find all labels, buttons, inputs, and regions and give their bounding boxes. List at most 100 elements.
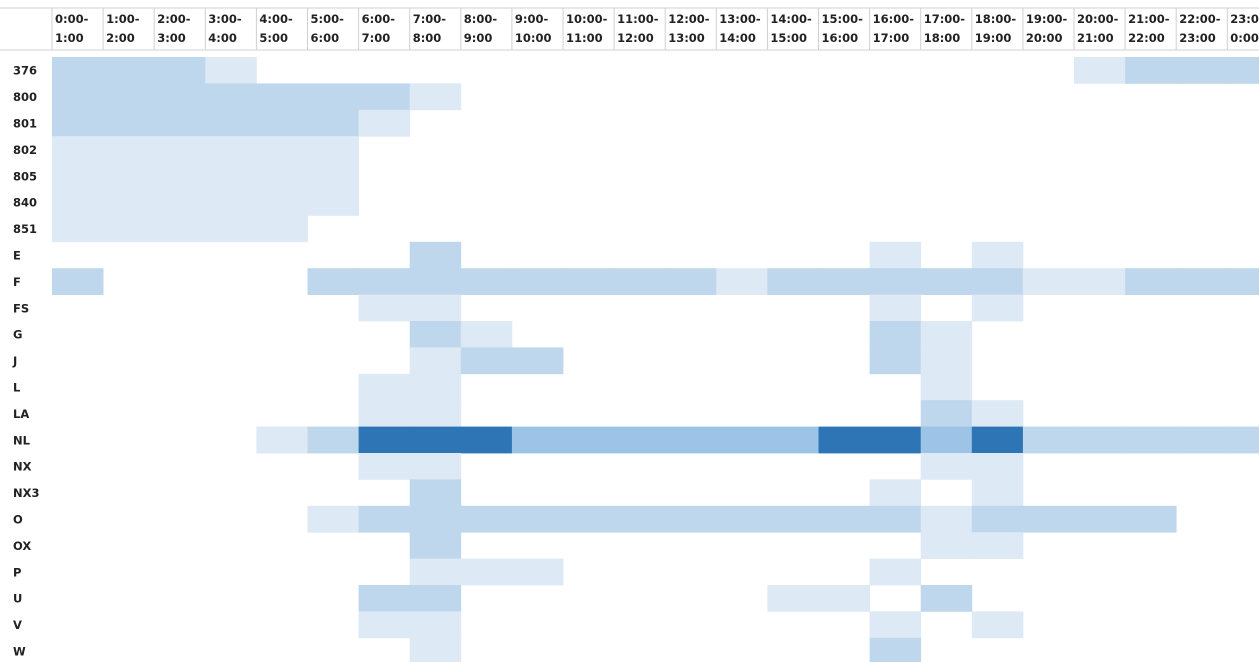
heatmap-cell (665, 505, 717, 533)
heatmap-cell (1074, 426, 1126, 454)
heatmap-cell (256, 136, 308, 163)
heatmap-cell (358, 505, 411, 533)
heatmap-cell (716, 426, 768, 454)
heatmap-cell (307, 109, 359, 137)
column-label: 7:00 (362, 31, 391, 45)
heatmap-cell (256, 109, 308, 137)
heatmap-cell (1227, 57, 1259, 84)
header-gridlines (0, 7, 1259, 51)
heatmap-cell (205, 109, 257, 137)
heatmap-cell (358, 268, 411, 295)
row-label: P (13, 565, 21, 579)
heatmap-cell (358, 585, 411, 612)
heatmap-cell (1227, 426, 1259, 454)
heatmap-cell (1176, 426, 1228, 454)
heatmap-cell (358, 109, 411, 137)
column-label: 10:00 (515, 31, 552, 45)
heatmap-cell (52, 189, 104, 216)
heatmap-cell (511, 426, 564, 454)
column-label: 12:00 (617, 31, 654, 45)
heatmap-cell (358, 611, 411, 639)
column-label: 6:00 (311, 31, 340, 45)
heatmap-cell (920, 585, 973, 612)
column-label: 11:00- (617, 12, 659, 26)
heatmap-cell (869, 611, 922, 639)
heatmap-cell (818, 426, 870, 454)
heatmap-cell (256, 83, 308, 111)
column-label: 7:00- (413, 12, 447, 26)
column-label: 20:00 (1026, 31, 1063, 45)
heatmap-cell (767, 505, 819, 533)
row-label: 840 (13, 196, 37, 210)
heatmap-cell (307, 189, 359, 216)
heatmap-cell (256, 426, 308, 454)
heatmap-cell (614, 268, 666, 295)
heatmap-cell (256, 162, 308, 190)
heatmap-cell (1227, 268, 1259, 295)
heatmap-cell (409, 558, 462, 586)
column-label: 11:00 (566, 31, 603, 45)
heatmap-cell (409, 479, 462, 507)
heatmap-cell (767, 585, 819, 612)
heatmap-cell (1074, 268, 1126, 295)
row-label: 851 (13, 222, 37, 236)
heatmap-cell (614, 505, 666, 533)
heatmap-cell (256, 215, 308, 243)
heatmap-cell (154, 162, 206, 190)
column-label: 14:00- (770, 12, 812, 26)
heatmap-cell (307, 505, 359, 533)
column-label: 13:00 (668, 31, 705, 45)
heatmap-cell (52, 83, 104, 111)
heatmap-cell (103, 57, 155, 84)
heatmap-cell (1125, 426, 1177, 454)
row-label: 802 (13, 143, 37, 157)
heatmap-cell (103, 189, 155, 216)
heatmap-cell (205, 162, 257, 190)
heatmap-cell (409, 426, 462, 454)
heatmap-cell (869, 268, 922, 295)
column-label: 21:00- (1128, 12, 1170, 26)
heatmap-cell (511, 347, 564, 375)
heatmap-cell (409, 505, 462, 533)
row-label: J (12, 354, 17, 368)
heatmap-cell (1125, 268, 1177, 295)
heatmap-cell (409, 585, 462, 612)
heatmap-cell (563, 505, 615, 533)
heatmap-cell (52, 57, 104, 84)
column-label: 20:00- (1077, 12, 1119, 26)
row-label: LA (13, 407, 29, 421)
heatmap-cell (511, 505, 564, 533)
column-label: 16:00- (873, 12, 915, 26)
heatmap-cell (409, 400, 462, 427)
heatmap-cell (920, 321, 973, 348)
heatmap-cell (409, 268, 462, 295)
row-labels: 376 800 801 802 805 840 851 EF FS GJL LA NL NX NX3 O OX… (12, 64, 40, 659)
heatmap-cell (460, 558, 513, 586)
heatmap-cell (716, 268, 768, 295)
column-labels: 0:00- 1:00 1:00- 2:00 2:00- 3:00 3:00- 4:00 4:00… (55, 12, 1259, 45)
heatmap-cell (818, 505, 870, 533)
heatmap-cell (358, 373, 411, 401)
column-label: 5:00- (311, 12, 345, 26)
heatmap-cell (205, 215, 257, 243)
heatmap-cell (971, 241, 1024, 269)
column-label: 8:00- (464, 12, 498, 26)
column-label: 9:00- (515, 12, 549, 26)
heatmap-cell (103, 83, 155, 111)
column-label: 21:00 (1077, 31, 1114, 45)
heatmap-cell (971, 268, 1024, 295)
column-label: 3:00 (157, 31, 186, 45)
row-label: O (13, 513, 23, 527)
heatmap-cell (920, 268, 973, 295)
column-label: 19:00- (1026, 12, 1068, 26)
heatmap-cell (409, 294, 462, 322)
heatmap-cell (52, 109, 104, 137)
heatmap-cell (869, 637, 922, 662)
column-label: 19:00 (975, 31, 1012, 45)
heatmap-cell (205, 57, 257, 84)
heatmap-cell (103, 136, 155, 163)
heatmap-cell (1125, 57, 1177, 84)
heatmap-cell (409, 532, 462, 559)
heatmap-cell (1022, 505, 1075, 533)
